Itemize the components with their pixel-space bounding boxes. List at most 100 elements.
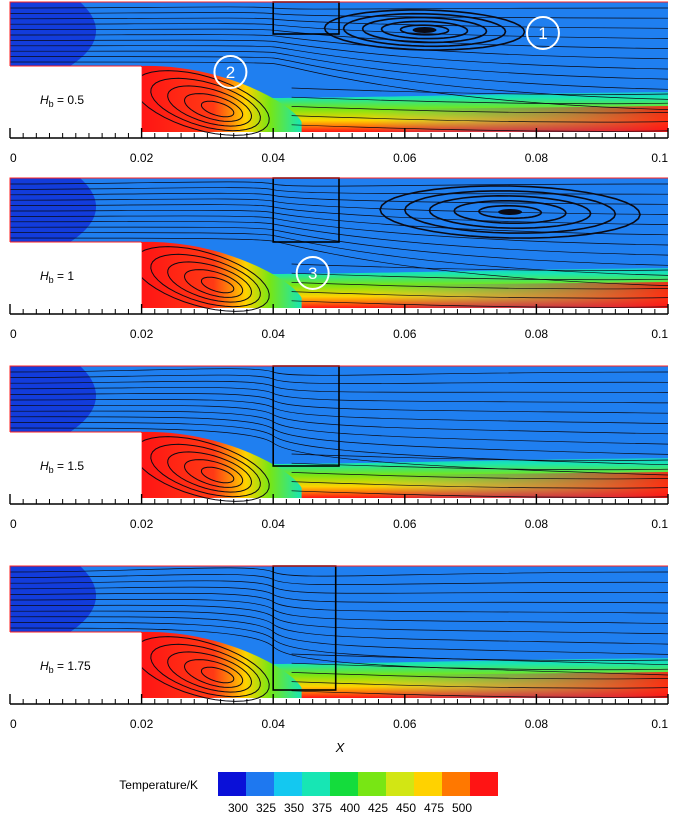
- colorbar-swatch: [218, 772, 246, 796]
- vortex-core: [498, 209, 523, 215]
- colorbar-value: 450: [396, 801, 416, 815]
- colorbar-swatch: [246, 772, 274, 796]
- vortex-loop: [403, 190, 617, 234]
- streamline: [9, 6, 669, 10]
- panel-hb-3: Hb = 1.5 0 0.02 0.04 0.06 0.08 0.1: [9, 365, 669, 531]
- x-tick-label: 0.1: [651, 717, 668, 731]
- panel-hb-4: Hb = 1.75 0 0.02 0.04 0.06 0.08 0.1: [9, 565, 669, 731]
- streamline: [9, 380, 669, 393]
- x-tick-label: 0.02: [130, 327, 154, 341]
- streamline: [291, 106, 669, 114]
- streamline: [9, 598, 669, 624]
- streamline: [9, 393, 669, 414]
- streamline: [291, 263, 669, 271]
- streamline: [291, 481, 669, 489]
- streamline: [9, 374, 669, 384]
- colorbar: Temperature/K 300 325 350 375 400 425 450 475 500: [119, 772, 498, 815]
- streamline: [291, 662, 669, 671]
- streamline: [291, 681, 669, 689]
- streamline: [291, 653, 669, 661]
- upper-vortex: [379, 185, 641, 239]
- x-tick-label: 0.04: [262, 327, 286, 341]
- x-axis-label: X: [335, 740, 346, 755]
- circle-marker-label: 1: [538, 24, 547, 43]
- colorbar-value: 350: [284, 801, 304, 815]
- hot-recirculation-zone: [141, 241, 302, 308]
- streamline: [9, 368, 669, 376]
- streamline: [291, 300, 669, 308]
- hot-recirculation-zone: [141, 631, 302, 698]
- x-tick-label: 0.02: [130, 517, 154, 531]
- hot-recirculation-zone: [141, 65, 302, 132]
- x-tick-label: 0.06: [393, 327, 417, 341]
- streamline: [291, 96, 669, 105]
- streamline: [9, 23, 669, 39]
- vortex-loop: [150, 443, 261, 498]
- streamline: [9, 39, 669, 70]
- streamline: [9, 604, 669, 635]
- floor-hotspot: [291, 672, 668, 698]
- vortex-loop: [200, 276, 235, 294]
- streamline: [9, 226, 669, 266]
- vortex-loop: [167, 261, 253, 303]
- x-axis: 0 0.02 0.04 0.06 0.08 0.1: [9, 128, 669, 165]
- vortex-loop: [428, 194, 592, 230]
- streamline: [291, 462, 669, 471]
- streamline: [9, 427, 669, 476]
- vortex-loop: [200, 100, 235, 118]
- colorbar-swatch: [330, 772, 358, 796]
- circle-marker: [295, 256, 330, 290]
- streamline: [291, 453, 669, 461]
- cold-inlet-zone: [10, 2, 97, 66]
- x-tick-label: 0.06: [393, 151, 417, 165]
- streamline: [291, 124, 669, 132]
- panel-hb-1: Hb = 0.5 1 2 0 0.02 0.04 0.06 0.08 0.1: [9, 1, 669, 165]
- hb-label: Hb = 1: [40, 269, 74, 285]
- x-tick-label: 0.1: [651, 517, 668, 531]
- step-vortex: [133, 246, 270, 312]
- hot-recirculation-zone: [141, 431, 302, 498]
- x-tick-label: 0.08: [525, 151, 549, 165]
- x-tick-label: 0.04: [262, 517, 286, 531]
- panel-hb-2: Hb = 1 3 0 0.02 0.04 0.06 0.08 0.1: [9, 177, 669, 341]
- vortex-loop: [200, 466, 235, 484]
- colorbar-swatch: [302, 772, 330, 796]
- streamline: [9, 181, 669, 187]
- floor-hotspot: [291, 282, 668, 308]
- x-tick-label: 0.08: [525, 517, 549, 531]
- streamline: [9, 45, 669, 80]
- colorbar-value: 500: [452, 801, 472, 815]
- vortex-loop: [183, 93, 244, 122]
- vortex-loop: [399, 24, 450, 36]
- streamline: [9, 187, 669, 195]
- vortex-loop: [167, 651, 253, 693]
- streamlines: [9, 6, 669, 132]
- colorbar-value: 375: [312, 801, 332, 815]
- circle-marker-label: 2: [226, 63, 235, 82]
- vortex-loop: [361, 16, 488, 44]
- streamline: [9, 416, 669, 455]
- streamline: [9, 404, 669, 435]
- streamline: [9, 209, 669, 236]
- streamline: [9, 627, 669, 676]
- streamline: [9, 399, 669, 424]
- vortex-loop: [150, 643, 261, 698]
- hb-label: Hb = 1.75: [40, 659, 91, 675]
- streamline: [9, 567, 669, 577]
- cold-inlet-zone: [10, 178, 97, 242]
- x-tick-label: 0.06: [393, 717, 417, 731]
- colorbar-swatch: [274, 772, 302, 796]
- vortex-loop: [150, 77, 261, 132]
- x-tick-label: 0: [10, 151, 17, 165]
- vortex-loop: [167, 451, 253, 493]
- panels-layer: Hb = 0.5 1 2 0 0.02 0.04 0.06 0.08 0.1 Hb = 1 3 0 0.…: [9, 1, 669, 731]
- vortex-loop: [478, 204, 543, 220]
- streamline: [9, 198, 669, 215]
- streamline: [291, 115, 669, 123]
- colorbar-swatch: [414, 772, 442, 796]
- vortex-loop: [183, 459, 244, 488]
- vortex-loop: [200, 666, 235, 684]
- streamline: [9, 17, 669, 29]
- vortex-loop: [342, 12, 507, 48]
